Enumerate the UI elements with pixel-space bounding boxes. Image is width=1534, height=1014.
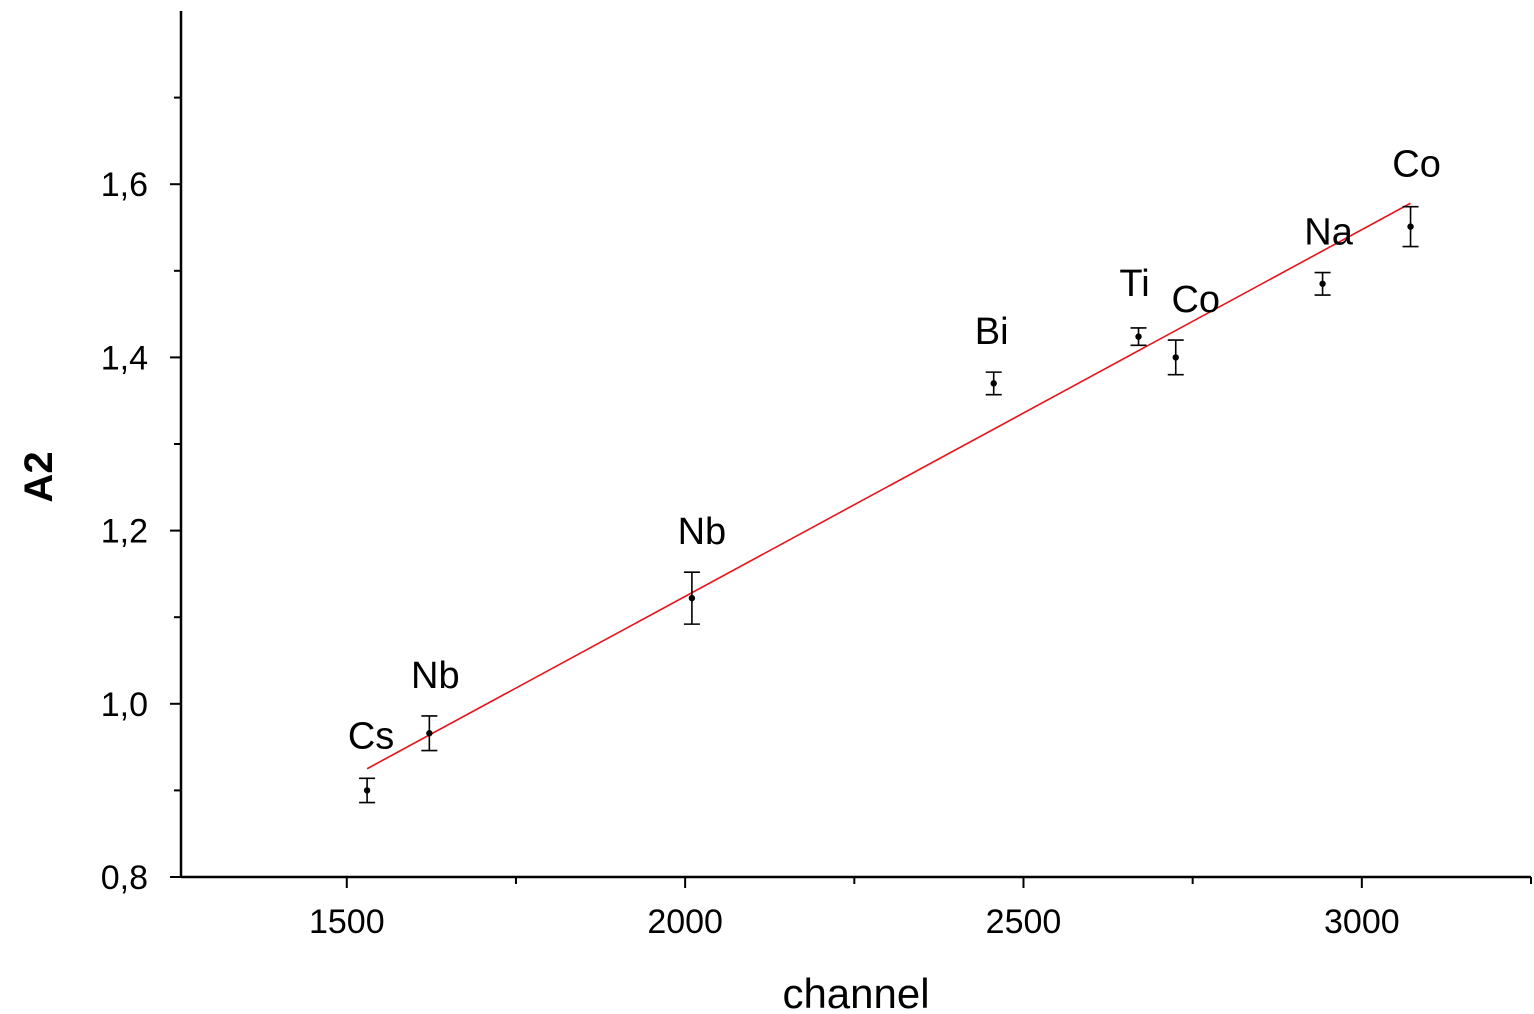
- fit-line: [366, 202, 1411, 770]
- data-point: [1167, 339, 1184, 376]
- point-marker: [990, 380, 997, 387]
- y-tick-label: 1,2: [101, 513, 148, 551]
- y-tick-label: 0,8: [101, 859, 148, 897]
- fit-line-group: [366, 202, 1411, 770]
- x-axis-title: channel: [782, 970, 929, 1014]
- x-ticks: 1500 2000 2500 3000: [309, 877, 1532, 941]
- point-label: Cs: [348, 715, 394, 757]
- point-label: Co: [1392, 144, 1441, 186]
- data-point: [421, 715, 438, 752]
- y-ticks: 0,8 1,0 1,2 1,4 1,6: [101, 96, 181, 897]
- point-labels: Cs Nb Nb Bi Ti Co Na Co: [348, 144, 1441, 758]
- point-marker: [1407, 223, 1414, 230]
- y-axis-title: A2: [17, 451, 61, 502]
- x-tick-label: 2500: [986, 903, 1062, 941]
- data-point: [359, 777, 376, 804]
- x-tick-label: 2000: [647, 903, 723, 941]
- point-marker: [1135, 333, 1142, 340]
- y-tick-label: 1,0: [101, 686, 148, 724]
- x-tick-label: 3000: [1324, 903, 1400, 941]
- data-point: [683, 571, 700, 625]
- x-tick-label: 1500: [309, 903, 385, 941]
- data-point: [1130, 327, 1147, 347]
- data-point: [985, 371, 1002, 396]
- point-marker: [426, 730, 433, 737]
- data-point: [1402, 205, 1419, 248]
- point-label: Na: [1304, 212, 1353, 254]
- point-marker: [363, 787, 371, 794]
- point-label: Nb: [678, 511, 727, 553]
- point-marker: [1172, 354, 1179, 361]
- point-label: Nb: [411, 655, 460, 697]
- point-label: Bi: [975, 311, 1009, 353]
- y-tick-label: 1,4: [101, 339, 148, 377]
- point-marker: [1319, 280, 1326, 287]
- y-tick-label: 1,6: [101, 166, 148, 204]
- point-label: Co: [1171, 279, 1220, 321]
- point-marker: [688, 594, 696, 602]
- point-label: Ti: [1119, 263, 1149, 305]
- data-point: [1314, 271, 1331, 296]
- data-points: [359, 205, 1419, 804]
